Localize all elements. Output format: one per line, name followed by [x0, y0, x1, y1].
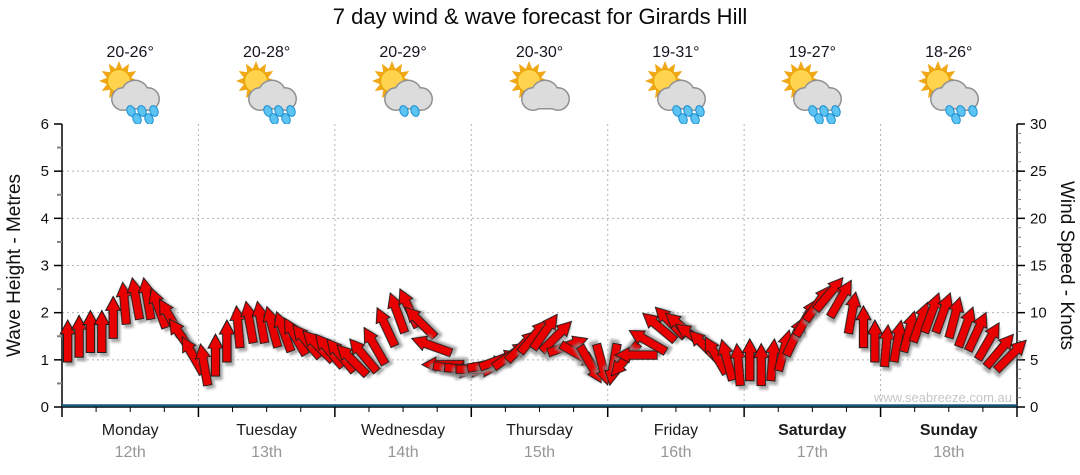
y-left-tick-label: 5 [41, 163, 49, 180]
wind-arrow [194, 342, 213, 387]
raindrop [831, 105, 842, 117]
y-right-tick-label: 5 [1030, 352, 1038, 369]
sun-cloud-showers-icon [777, 60, 847, 125]
y-left-tick-label: 0 [41, 399, 49, 416]
chart-title: 7 day wind & wave forecast for Girards H… [332, 4, 748, 29]
sun-cloud-showers-icon [641, 60, 711, 125]
wind-arrow [207, 333, 224, 377]
y-axis-right: 0 5 10 15 20 25 30 Wind Speed - Knots [1016, 116, 1077, 416]
day-date-label: 16th [660, 444, 692, 461]
y-left-tick-label: 3 [41, 258, 49, 275]
day-name-label: Sunday [919, 422, 978, 439]
wind-arrow [825, 279, 852, 320]
wind-arrow [843, 290, 862, 335]
day-date-label: 18th [933, 444, 965, 461]
day-name-label: Tuesday [236, 422, 298, 439]
y-axis-left: 0 1 2 3 4 5 6 Wave Height - Metres [4, 116, 63, 416]
day-name-label: Monday [101, 422, 159, 439]
day-date-label: 13th [251, 444, 283, 461]
sun-cloud-showers-icon [95, 60, 165, 125]
raindrop [137, 105, 147, 117]
y-left-tick-label: 1 [41, 352, 49, 369]
raindrop [410, 105, 420, 117]
day-date-label: 15th [523, 444, 556, 461]
wind-arrow [992, 339, 1027, 374]
day-name-label: Saturday [778, 422, 847, 439]
day-name-label: Wednesday [360, 422, 446, 439]
raindrop [149, 105, 159, 117]
sun-cloud-icon [505, 60, 575, 124]
temperature-label: 20-26° [106, 44, 154, 61]
wind-arrow [717, 338, 738, 382]
y-axis-right-title: Wind Speed - Knots [1056, 181, 1077, 350]
raindrop [285, 105, 296, 117]
wind-arrow [404, 306, 439, 341]
cloud-body [249, 81, 296, 110]
day-date-label: 17th [796, 444, 828, 461]
raindrop [683, 105, 693, 117]
sun-cloud-showers-icon [914, 60, 984, 125]
watermark: www.seabreeze.com.au [873, 390, 1012, 405]
day-name-label: Friday [653, 422, 699, 439]
y-left-tick-label: 4 [41, 210, 49, 227]
wind-arrow [104, 295, 122, 339]
wind-arrow [614, 346, 658, 364]
wind-arrow-series [59, 276, 1027, 387]
wind-arrow [82, 309, 99, 353]
day-name-label: Thursday [506, 422, 573, 439]
y-left-tick-label: 2 [41, 305, 49, 322]
y-right-tick-label: 0 [1030, 399, 1038, 416]
y-left-tick-label: 6 [41, 116, 49, 133]
temperature-label: 19-27° [788, 44, 836, 61]
raindrop [695, 105, 705, 117]
raindrop [968, 105, 978, 117]
wind-arrow [375, 306, 400, 349]
day-date-label: 12th [114, 444, 146, 461]
wind-arrow [529, 313, 558, 352]
x-axis [61, 406, 1018, 417]
wind-arrow [218, 318, 236, 363]
raindrop [273, 105, 284, 117]
wind-arrow [973, 321, 1000, 362]
temperature-label: 19-31° [652, 44, 700, 61]
wind-arrow [963, 311, 988, 353]
raindrop [819, 105, 830, 117]
cloud-body [522, 81, 568, 110]
y-right-tick-label: 15 [1030, 258, 1047, 275]
wind-arrow [349, 338, 381, 375]
y-right-tick-label: 25 [1030, 163, 1047, 180]
y-right-tick-label: 10 [1030, 305, 1047, 322]
cloud-body [658, 81, 705, 110]
y-right-tick-label: 20 [1030, 210, 1047, 227]
sun-cloud-showers-icon [232, 60, 302, 125]
cloud-body [112, 81, 159, 110]
temperature-label: 18-26° [925, 44, 973, 61]
wind-arrow [944, 296, 965, 340]
temperature-label: 20-28° [242, 44, 291, 61]
wind-arrow [93, 309, 111, 353]
sun-cloud-light-showers-icon [368, 60, 438, 124]
day-date-label: 14th [387, 444, 419, 461]
y-right-tick-label: 30 [1030, 116, 1047, 133]
wind-arrow [729, 342, 747, 387]
cloud-body [931, 81, 978, 110]
raindrop [399, 105, 409, 117]
raindrop [956, 105, 966, 117]
wind-arrow [363, 326, 390, 367]
wind-arrow [855, 304, 872, 349]
wind-arrow [410, 335, 454, 358]
temperature-label: 20-29° [379, 44, 427, 61]
wind-arrow [982, 333, 1015, 370]
y-axis-left-title: Wave Height - Metres [4, 174, 25, 357]
wind-arrow [538, 320, 573, 355]
wind-arrow [628, 329, 669, 356]
cloud-body [385, 81, 432, 110]
cloud-body [794, 81, 841, 110]
temperature-label: 20-30° [515, 44, 564, 61]
